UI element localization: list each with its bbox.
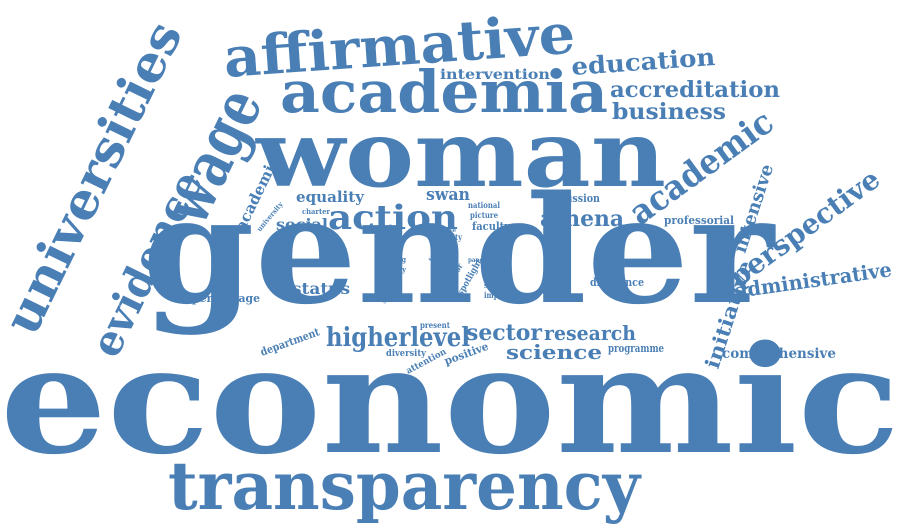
word-women: women bbox=[381, 251, 402, 258]
word-accreditation: accreditation bbox=[610, 77, 780, 103]
word-facing: facing bbox=[384, 255, 406, 264]
word-swan: swan bbox=[426, 185, 470, 205]
word-difference: difference bbox=[590, 276, 644, 289]
word-discussion: discussion bbox=[544, 192, 600, 205]
word-woman: woman bbox=[255, 100, 666, 208]
word-national: national bbox=[468, 200, 500, 210]
word-status: status bbox=[292, 279, 350, 298]
word-sector: sector bbox=[466, 320, 542, 346]
word-business: business bbox=[612, 99, 726, 125]
word-athena: athena bbox=[540, 206, 624, 232]
word-comprehensive: comprehensive bbox=[722, 346, 836, 362]
word-faculty: faculty bbox=[472, 220, 511, 233]
word-impact: impact bbox=[484, 290, 510, 300]
word-social: social bbox=[276, 215, 328, 234]
word-fall: fall bbox=[428, 250, 439, 263]
word-action: action bbox=[328, 198, 458, 238]
word-close: close bbox=[386, 275, 402, 282]
word-picture: picture bbox=[470, 210, 498, 220]
word-higherlevel: higherlevel bbox=[326, 323, 470, 353]
word-charter: charter bbox=[302, 207, 330, 216]
word-date: date bbox=[442, 227, 456, 234]
word-paper: paper bbox=[468, 257, 487, 264]
word-diversity: diversity bbox=[386, 349, 427, 359]
word-science: science bbox=[506, 340, 602, 364]
word-programme: programme bbox=[608, 342, 664, 355]
word-percentage: percentage bbox=[192, 292, 260, 305]
word-present: present bbox=[420, 320, 450, 330]
word-intervention: intervention bbox=[440, 67, 550, 83]
word-policy: policy bbox=[384, 265, 407, 274]
word-academia: academia bbox=[280, 58, 608, 126]
word-equality: equality bbox=[296, 188, 365, 206]
word-quality: quality bbox=[436, 232, 462, 242]
word-economic: economic bbox=[0, 313, 900, 487]
word-education: education bbox=[570, 42, 716, 81]
word-gender: gender bbox=[142, 163, 776, 337]
word-transparency: transparency bbox=[168, 447, 642, 525]
word-professorial: professorial bbox=[664, 214, 734, 227]
word-research: research bbox=[544, 321, 636, 345]
word-similar: similar bbox=[484, 280, 511, 290]
